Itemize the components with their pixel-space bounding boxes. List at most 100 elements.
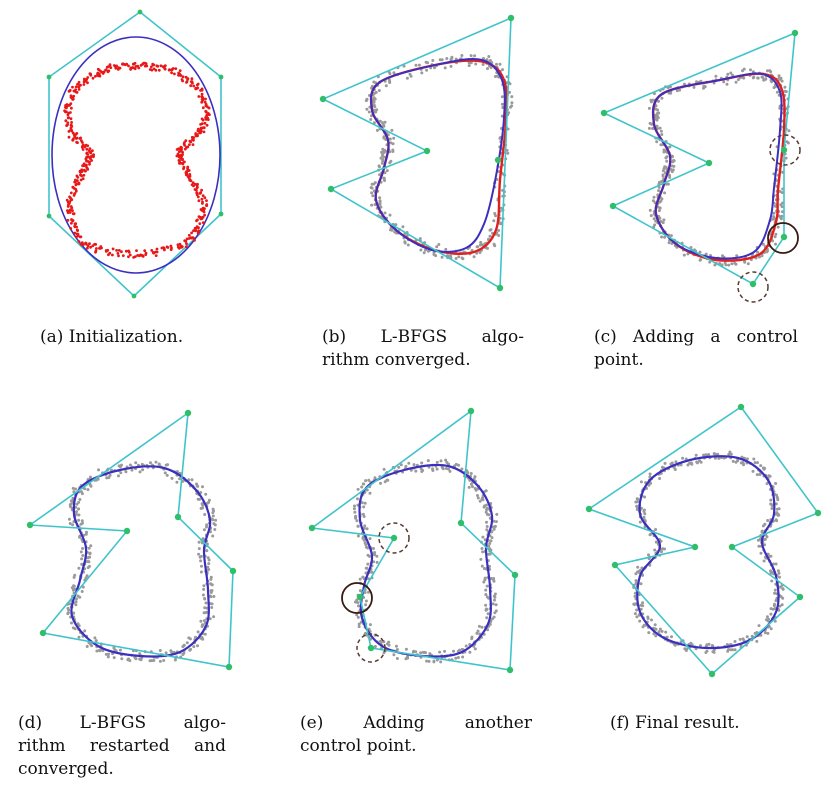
sample-point bbox=[762, 538, 766, 542]
sample-point bbox=[165, 245, 169, 249]
sample-point bbox=[199, 559, 203, 563]
sample-point bbox=[432, 660, 436, 664]
control-point bbox=[457, 519, 465, 527]
sample-point bbox=[473, 54, 477, 58]
sample-point bbox=[773, 235, 777, 239]
sample-point bbox=[94, 74, 97, 78]
sample-point bbox=[190, 478, 194, 482]
sample-point bbox=[362, 482, 366, 486]
sample-point bbox=[787, 129, 791, 133]
sample-point bbox=[491, 525, 495, 529]
sample-point bbox=[409, 468, 413, 472]
sample-point bbox=[73, 192, 76, 196]
sample-point bbox=[69, 94, 73, 98]
sample-point bbox=[358, 589, 362, 593]
fitted-curve bbox=[652, 72, 783, 260]
sample-point bbox=[401, 225, 405, 229]
sample-point bbox=[78, 534, 82, 538]
sample-point bbox=[365, 107, 369, 111]
sample-point bbox=[479, 557, 483, 561]
sample-point bbox=[734, 460, 738, 464]
sample-point bbox=[772, 86, 776, 90]
sample-point bbox=[365, 488, 369, 492]
sample-point bbox=[508, 82, 512, 86]
sample-point bbox=[360, 501, 364, 505]
sample-point bbox=[488, 542, 492, 545]
sample-point bbox=[743, 260, 747, 264]
sample-point bbox=[357, 622, 361, 626]
sample-point bbox=[772, 562, 776, 566]
caption-d-line-2: rithm restarted and bbox=[18, 736, 226, 756]
sample-point bbox=[71, 209, 74, 213]
panel-e bbox=[0, 390, 821, 690]
sample-point bbox=[695, 460, 699, 464]
panel-b-figure bbox=[319, 14, 515, 292]
sample-point bbox=[639, 582, 643, 586]
sample-point bbox=[196, 630, 200, 634]
sample-point bbox=[648, 208, 652, 212]
sample-point bbox=[378, 196, 382, 200]
sample-point bbox=[650, 618, 653, 622]
sample-point bbox=[460, 256, 464, 260]
sample-point bbox=[200, 188, 204, 192]
sample-point bbox=[71, 486, 75, 490]
sample-point bbox=[128, 253, 132, 257]
sample-point bbox=[181, 645, 185, 649]
sample-point bbox=[388, 137, 392, 141]
sample-point bbox=[155, 247, 159, 251]
sample-point bbox=[72, 137, 75, 141]
sample-point bbox=[95, 247, 98, 250]
sample-point bbox=[414, 650, 418, 654]
sample-point bbox=[480, 564, 484, 568]
sample-point bbox=[659, 220, 663, 223]
sample-point bbox=[467, 61, 471, 65]
sample-point bbox=[185, 641, 189, 645]
caption-e: (e) Adding another control point. bbox=[300, 712, 532, 758]
sample-point bbox=[86, 76, 90, 79]
sample-point bbox=[638, 619, 642, 623]
sample-point bbox=[71, 219, 75, 223]
sample-point bbox=[651, 98, 655, 102]
sample-point bbox=[383, 171, 387, 175]
sample-point bbox=[150, 68, 154, 72]
sample-point bbox=[481, 498, 485, 502]
sample-point bbox=[653, 223, 657, 227]
sample-point bbox=[361, 512, 365, 516]
sample-point bbox=[741, 461, 745, 465]
sample-point bbox=[355, 598, 359, 602]
sample-point bbox=[164, 463, 168, 467]
sample-point bbox=[487, 55, 491, 58]
sample-point bbox=[363, 524, 367, 528]
sample-point bbox=[663, 235, 667, 239]
sample-point bbox=[476, 496, 480, 500]
sample-point bbox=[366, 562, 370, 566]
sample-point bbox=[200, 197, 204, 201]
sample-point bbox=[98, 74, 102, 78]
sample-point bbox=[774, 562, 778, 566]
sample-point bbox=[665, 635, 669, 639]
sample-point bbox=[203, 196, 207, 200]
control-point bbox=[229, 567, 237, 575]
sample-point bbox=[366, 546, 370, 550]
sample-point bbox=[375, 560, 379, 564]
sample-point bbox=[382, 123, 386, 127]
control-polygon bbox=[27, 411, 234, 668]
sample-point bbox=[179, 161, 183, 165]
sample-point bbox=[77, 566, 81, 570]
sample-point bbox=[201, 593, 205, 597]
sample-point bbox=[641, 604, 645, 608]
sample-point bbox=[121, 254, 125, 257]
sample-point bbox=[642, 515, 646, 519]
sample-point bbox=[370, 203, 374, 207]
sample-point bbox=[197, 95, 201, 98]
sample-point bbox=[473, 647, 477, 651]
sample-point bbox=[68, 602, 72, 606]
sample-point bbox=[186, 165, 190, 169]
sample-point bbox=[70, 221, 73, 225]
sample-point bbox=[775, 90, 779, 94]
sample-point bbox=[670, 154, 674, 158]
sample-point bbox=[77, 507, 80, 511]
sample-point bbox=[68, 211, 72, 214]
sample-point bbox=[499, 206, 503, 210]
control-point bbox=[308, 524, 316, 532]
